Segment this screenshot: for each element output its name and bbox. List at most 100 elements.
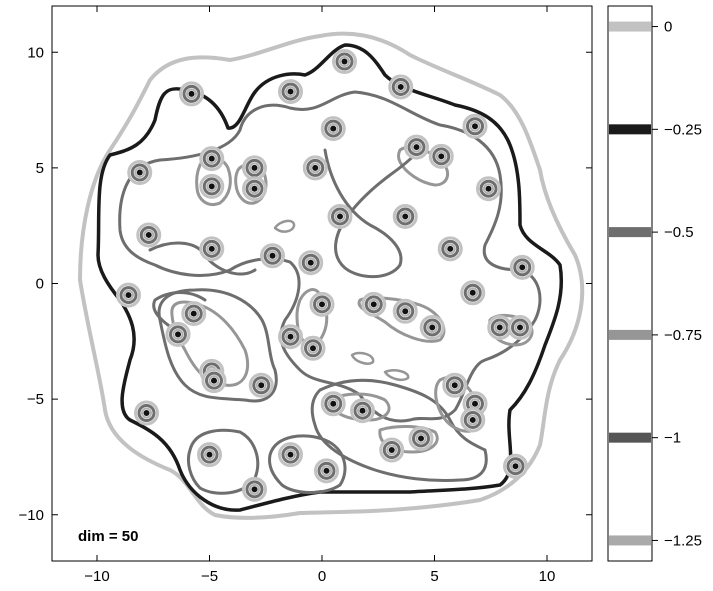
- minimum-marker: [320, 391, 346, 417]
- minimum-marker: [503, 453, 528, 479]
- minimum-dot: [370, 301, 377, 308]
- minimum-dot: [512, 463, 519, 470]
- x-tick-label: 5: [430, 568, 438, 585]
- minima-markers: [116, 49, 535, 502]
- minimum-dot: [258, 382, 265, 389]
- colorbar-tick-label: −0.75: [664, 327, 702, 344]
- colorbar-tick-label: −1.25: [664, 532, 702, 549]
- minimum-marker: [428, 143, 454, 169]
- x-tick-label: −5: [201, 568, 218, 585]
- colorbar-ticks: 0 −0.25 −0.5 −0.75 −1 −1.25: [652, 19, 702, 549]
- minimum-dot: [175, 331, 181, 338]
- minimum-marker: [199, 173, 225, 199]
- colorbar-tick-label: −1: [664, 430, 681, 447]
- minimum-dot: [472, 123, 478, 130]
- minimum-marker: [404, 134, 429, 160]
- minimum-marker: [197, 442, 222, 468]
- minimum-marker: [302, 155, 328, 181]
- minimum-marker: [278, 324, 303, 350]
- minimum-marker: [419, 314, 445, 340]
- x-tick-label: 0: [318, 568, 326, 585]
- minimum-dot: [517, 324, 523, 331]
- colorbar-band: [609, 432, 651, 443]
- x-tick-label: −10: [84, 568, 109, 585]
- minimum-dot: [251, 185, 258, 192]
- minimum-dot: [337, 213, 343, 220]
- minimum-marker: [199, 146, 225, 172]
- colorbar-tick-label: 0: [664, 19, 672, 36]
- colorbar-bands: [609, 21, 651, 546]
- minimum-marker: [278, 79, 303, 105]
- minimum-marker: [509, 254, 535, 280]
- colorbar-band: [609, 535, 651, 546]
- minimum-dot: [388, 447, 395, 453]
- minimum-dot: [496, 324, 503, 331]
- minimum-marker: [300, 335, 326, 361]
- minimum-marker: [437, 236, 463, 262]
- minimum-dot: [287, 88, 294, 95]
- minimum-marker: [242, 176, 267, 202]
- minimum-dot: [451, 382, 458, 389]
- colorbar-frame: [607, 5, 653, 562]
- minimum-dot: [413, 144, 420, 151]
- minimum-dot: [206, 451, 213, 458]
- y-tick-label: 0: [36, 276, 44, 293]
- minimum-marker: [181, 301, 207, 327]
- minimum-marker: [127, 160, 153, 185]
- minimum-marker: [332, 49, 357, 74]
- minimum-dot: [418, 435, 424, 442]
- contour-level-0: [78, 31, 585, 520]
- minimum-dot: [208, 183, 215, 190]
- minimum-dot: [519, 264, 526, 271]
- minimum-marker: [507, 314, 533, 340]
- minimum-marker: [134, 400, 159, 426]
- minimum-dot: [190, 310, 197, 317]
- colorbar-band: [609, 329, 651, 340]
- minimum-marker: [116, 282, 141, 308]
- y-tick-label: −5: [27, 391, 44, 408]
- colorbar-band: [609, 227, 651, 238]
- minimum-dot: [319, 301, 325, 308]
- dim-annotation: dim = 50: [78, 528, 138, 545]
- minimum-marker: [460, 280, 486, 306]
- minimum-dot: [469, 289, 476, 296]
- minimum-dot: [330, 400, 337, 407]
- minimum-marker: [487, 314, 513, 340]
- minimum-marker: [298, 250, 324, 276]
- contour-level-neg025: [96, 43, 564, 512]
- minimum-dot: [143, 410, 150, 416]
- minimum-dot: [397, 83, 404, 90]
- colorbar-tick-label: −0.25: [664, 121, 702, 138]
- minimum-marker: [199, 236, 225, 262]
- minimum-marker: [442, 372, 468, 398]
- minimum-marker: [201, 368, 227, 394]
- y-tick-label: 5: [36, 160, 44, 177]
- minimum-dot: [208, 245, 215, 252]
- minimum-dot: [251, 486, 258, 493]
- minimum-marker: [248, 372, 274, 398]
- colorbar-band: [609, 21, 651, 32]
- minimum-marker: [179, 81, 204, 107]
- minimum-marker: [309, 291, 335, 317]
- y-axis: 10 5 0 −5 −10: [19, 44, 592, 524]
- minimum-dot: [136, 169, 143, 176]
- minimum-marker: [136, 222, 162, 248]
- minimum-marker: [388, 74, 414, 100]
- minimum-dot: [469, 416, 476, 423]
- y-tick-label: −10: [19, 507, 44, 524]
- minimum-dot: [359, 407, 366, 414]
- minimum-dot: [211, 377, 217, 384]
- minimum-dot: [447, 245, 454, 252]
- minimum-dot: [312, 164, 319, 171]
- minimum-dot: [485, 185, 492, 192]
- x-axis: −10 −5 0 5 10: [84, 6, 555, 585]
- minimum-dot: [125, 292, 132, 299]
- minimum-dot: [323, 467, 330, 474]
- minimum-dot: [188, 90, 195, 97]
- minimum-dot: [402, 308, 409, 315]
- minimum-dot: [251, 164, 258, 171]
- minimum-dot: [472, 400, 478, 407]
- minimum-marker: [278, 442, 303, 468]
- colorbar-tick-label: −0.5: [664, 224, 694, 241]
